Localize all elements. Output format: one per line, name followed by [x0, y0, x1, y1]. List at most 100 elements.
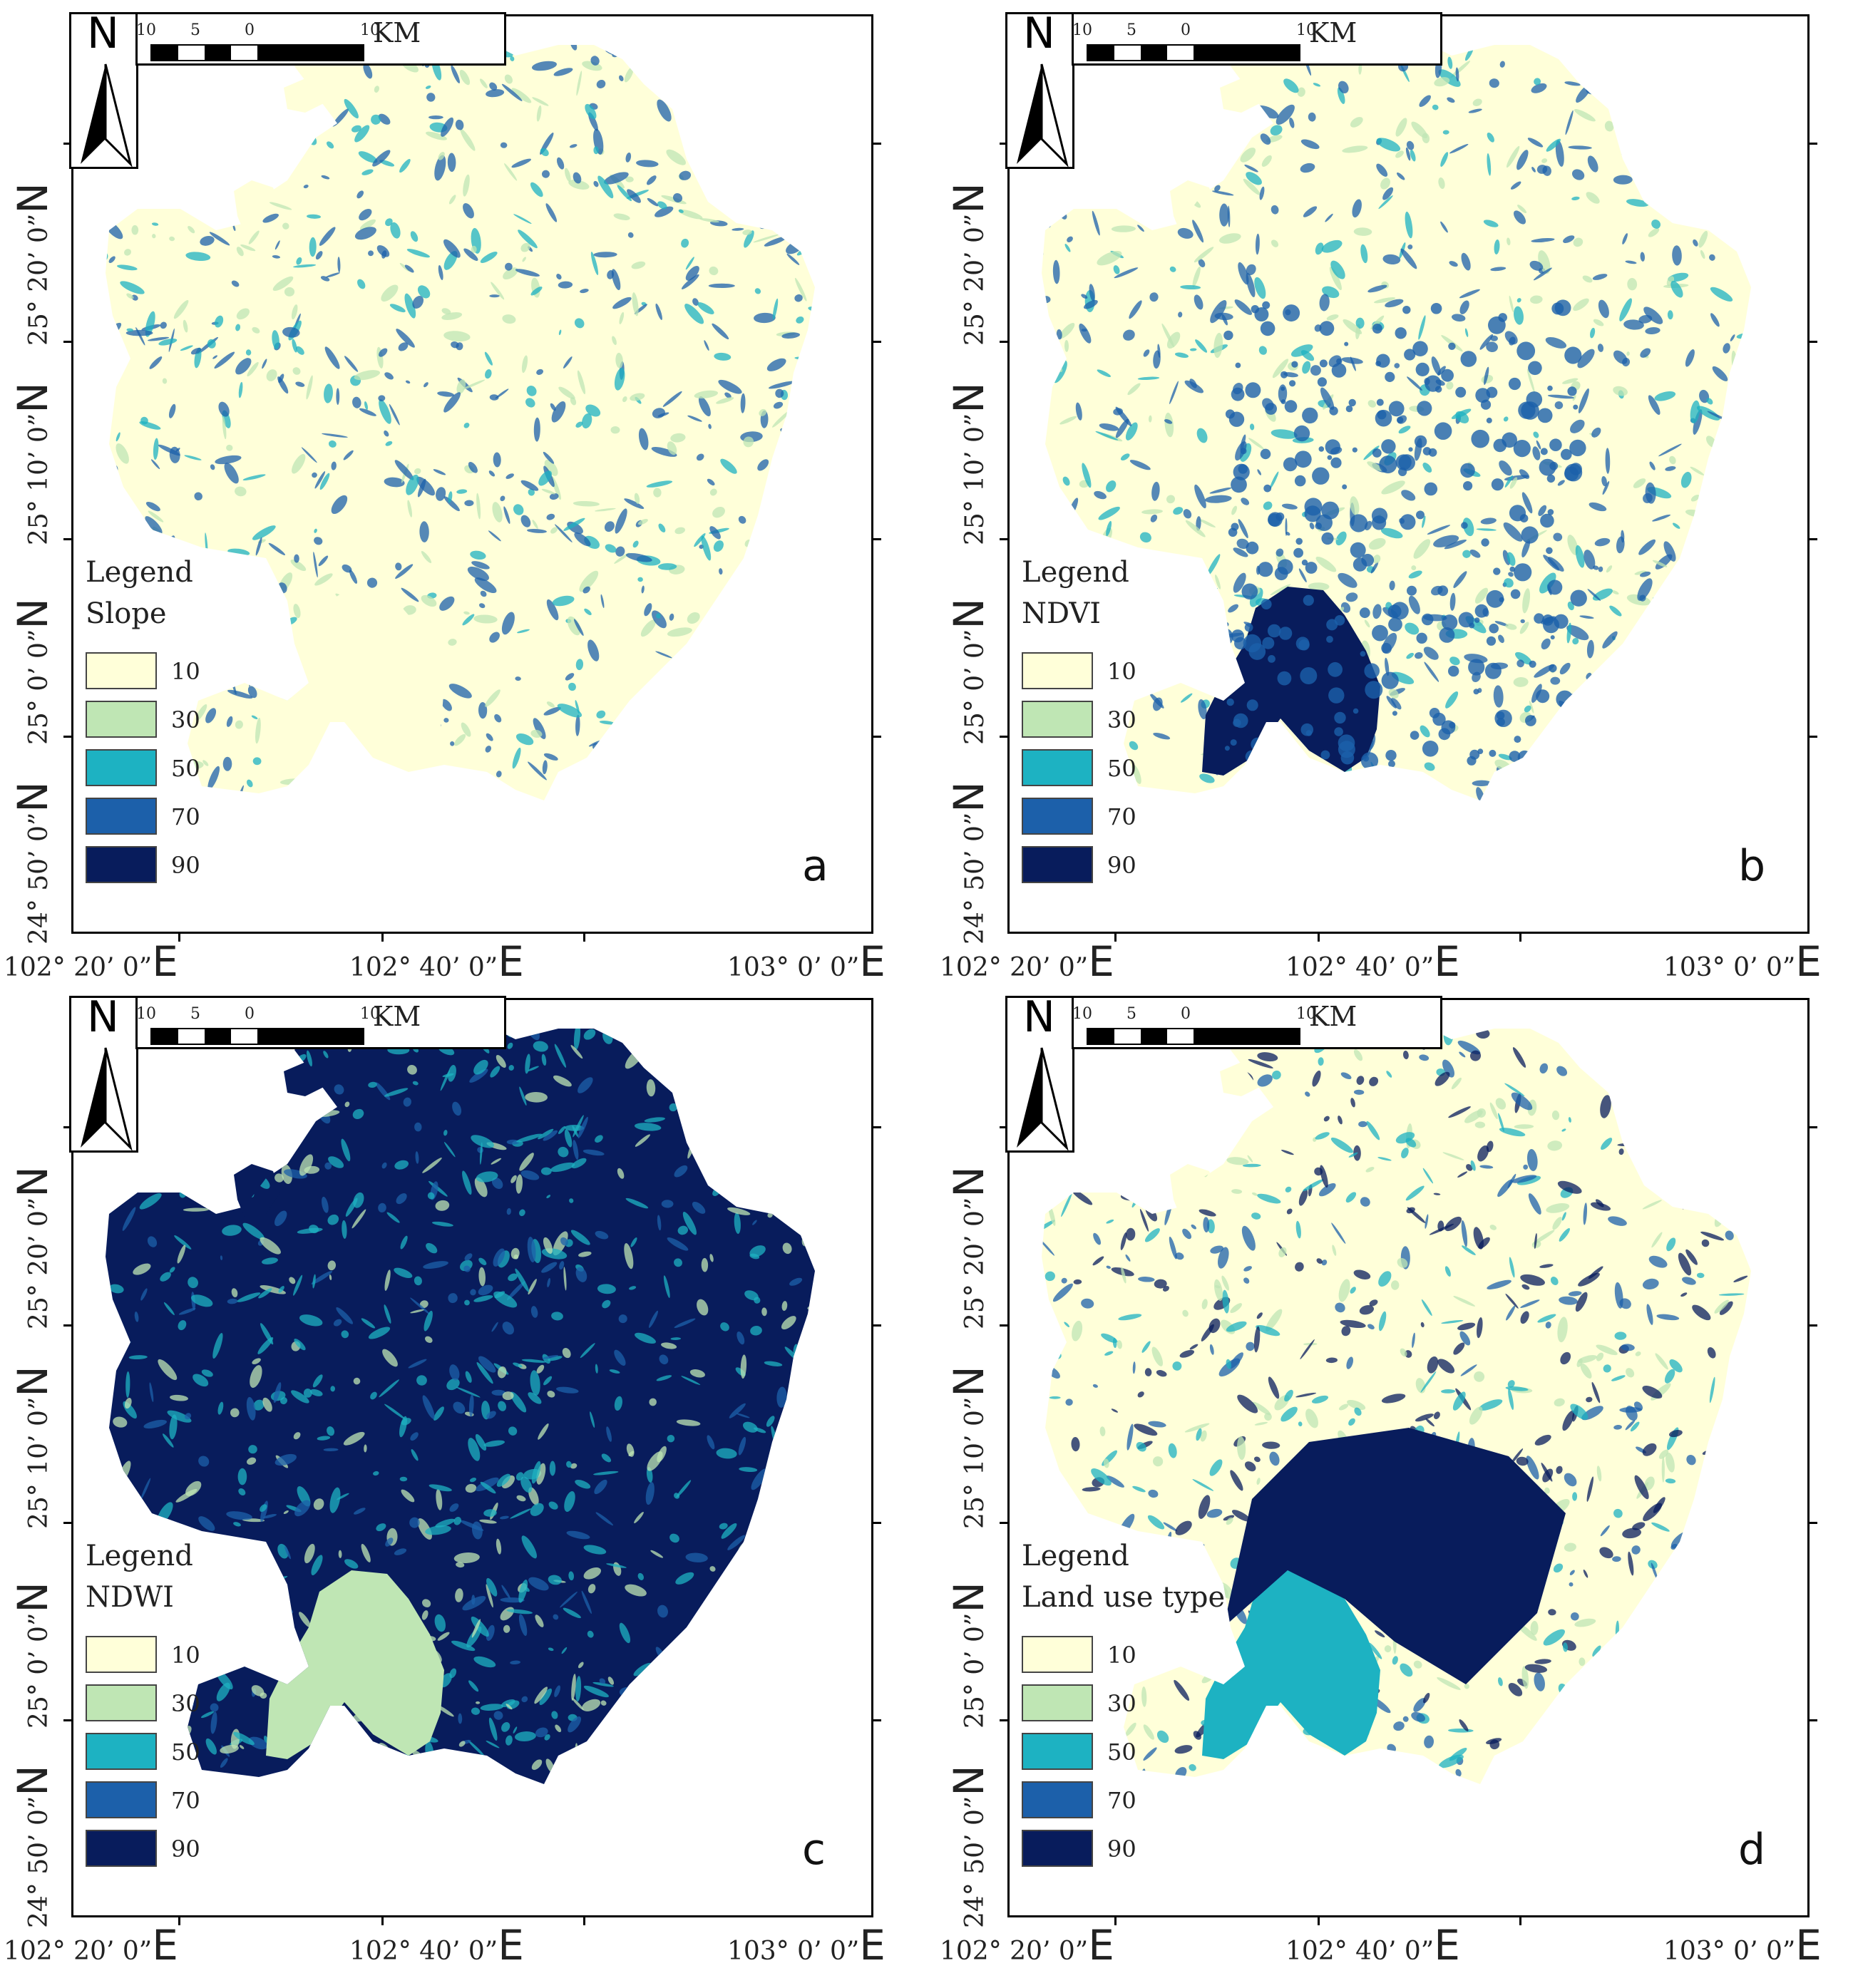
- lon-minute: 40’ 0”: [1355, 953, 1434, 982]
- longitude-label: 102° 40’ 0”E: [1285, 937, 1460, 986]
- lon-hemisphere: E: [859, 937, 886, 986]
- lat-minute: 10’ 0”: [960, 1396, 990, 1475]
- scale-segment: [257, 1029, 284, 1044]
- scale-segment: [231, 46, 257, 60]
- scale-bar: 10 5 0 10 KM: [135, 996, 506, 1049]
- study-area: [106, 1004, 815, 1784]
- legend-value: 70: [171, 803, 200, 830]
- raster-map: [1042, 1004, 1751, 1784]
- graticule-tick: [871, 143, 881, 145]
- lon-degree: 102°: [940, 953, 1002, 982]
- longitude-label: 103° 0’ 0”E: [1663, 937, 1822, 986]
- lon-minute: 20’ 0”: [73, 953, 153, 982]
- legend-swatch: [86, 701, 157, 738]
- lat-minute: 20’ 0”: [960, 213, 990, 292]
- scale-segment: [1167, 1029, 1194, 1044]
- legend-swatch: [1022, 798, 1093, 835]
- north-letter: N: [1023, 992, 1055, 1042]
- scale-segment: [1088, 46, 1114, 60]
- scale-tick-label: 10: [136, 21, 156, 39]
- lon-degree: 102°: [4, 953, 66, 982]
- study-area-island: [284, 1061, 330, 1096]
- lon-degree: 102°: [1285, 953, 1348, 982]
- graticule-tick: [1000, 1126, 1010, 1128]
- lon-hemisphere: E: [859, 1921, 886, 1969]
- graticule-tick: [871, 1126, 881, 1128]
- north-arrow-icon: [1017, 63, 1069, 168]
- lat-hemisphere: N: [9, 598, 57, 629]
- scale-segment: [337, 46, 363, 60]
- latitude-label: 25° 20’ 0”N: [9, 1166, 57, 1329]
- scale-segment: [231, 1029, 257, 1044]
- scale-segment: [1141, 1029, 1167, 1044]
- lat-hemisphere: N: [945, 598, 993, 629]
- lat-hemisphere: N: [945, 1366, 993, 1397]
- panel-letter: c: [802, 1825, 826, 1875]
- graticule-tick: [583, 1915, 585, 1925]
- lat-minute: 20’ 0”: [24, 213, 53, 292]
- scale-segment: [1167, 46, 1194, 60]
- lon-minute: 40’ 0”: [419, 1937, 498, 1966]
- scale-bar: 10 5 0 10 KM: [1072, 996, 1442, 1049]
- north-arrow-icon: [81, 63, 133, 168]
- lon-hemisphere: E: [1088, 1921, 1114, 1969]
- latitude-label: 25° 20’ 0”N: [945, 1166, 993, 1329]
- legend-title: Legend: [86, 556, 193, 589]
- study-area-island: [284, 77, 330, 113]
- north-arrow-icon: [1017, 1047, 1069, 1151]
- legend-swatch: [1022, 1636, 1093, 1673]
- north-letter: N: [87, 992, 119, 1042]
- scale-unit: KM: [1309, 17, 1357, 48]
- graticule-tick: [1807, 143, 1817, 145]
- lat-hemisphere: N: [945, 1582, 993, 1613]
- lon-degree: 102°: [4, 1937, 66, 1966]
- legend-swatch: [86, 1830, 157, 1867]
- longitude-label: 102° 20’ 0”E: [4, 937, 178, 986]
- panel-letter: d: [1738, 1825, 1766, 1875]
- graticule-tick: [1807, 341, 1817, 343]
- graticule-tick: [1807, 736, 1817, 738]
- graticule-tick: [1318, 932, 1320, 942]
- graticule-tick: [1114, 932, 1117, 942]
- legend-swatch: [86, 1781, 157, 1818]
- legend-value: 50: [171, 1739, 200, 1766]
- lon-minute: 20’ 0”: [73, 1937, 153, 1966]
- latitude-label: 25° 10’ 0”N: [945, 382, 993, 545]
- vegetation-belt: [1215, 299, 1587, 770]
- legend-value: 10: [1107, 1642, 1136, 1669]
- north-arrow-icon: [81, 1047, 133, 1151]
- legend-value: 90: [1107, 852, 1136, 879]
- lat-minute: 50’ 0”: [960, 1796, 990, 1875]
- scale-tick-label: 10: [360, 1005, 380, 1023]
- scale-tick-label: 10: [1072, 21, 1092, 39]
- legend-value: 90: [1107, 1835, 1136, 1863]
- scale-tick-label: 10: [1072, 1005, 1092, 1023]
- lon-hemisphere: E: [1795, 1921, 1822, 1969]
- scale-segment: [178, 1029, 205, 1044]
- longitude-label: 102° 40’ 0”E: [349, 1921, 524, 1969]
- scale-segment: [178, 46, 205, 60]
- latitude-label: 24° 50’ 0”N: [9, 781, 57, 944]
- lat-degree: 25°: [960, 300, 990, 346]
- longitude-label: 102° 20’ 0”E: [940, 1921, 1114, 1969]
- lon-minute: 40’ 0”: [419, 953, 498, 982]
- north-arrow: N: [1005, 992, 1074, 1153]
- map-panel-d: N 10 5 0 10 KM Legend Land use type 10 30 50 70 90 d 2…: [936, 984, 1858, 1969]
- graticule-tick: [871, 736, 881, 738]
- graticule-tick: [63, 341, 73, 343]
- scale-tick-label: 0: [245, 21, 255, 39]
- map-panel-b: N 10 5 0 10 KM Legend NDVI 10 30 50 70 90 b 25° 20’ 0”…: [936, 0, 1858, 986]
- lon-hemisphere: E: [1434, 937, 1460, 986]
- lon-minute: 20’ 0”: [1010, 953, 1089, 982]
- scale-bar: 10 5 0 10 KM: [1072, 12, 1442, 66]
- scale-segment: [284, 1029, 310, 1044]
- legend-swatch: [86, 652, 157, 689]
- lon-hemisphere: E: [152, 1921, 178, 1969]
- legend-swatch: [86, 846, 157, 883]
- north-letter: N: [1023, 9, 1055, 58]
- scale-tick-label: 5: [1126, 21, 1136, 39]
- legend-value: 50: [1107, 755, 1136, 782]
- lat-degree: 25°: [960, 699, 990, 745]
- scale-segment: [310, 46, 337, 60]
- lon-minute: 0’ 0”: [797, 1937, 860, 1966]
